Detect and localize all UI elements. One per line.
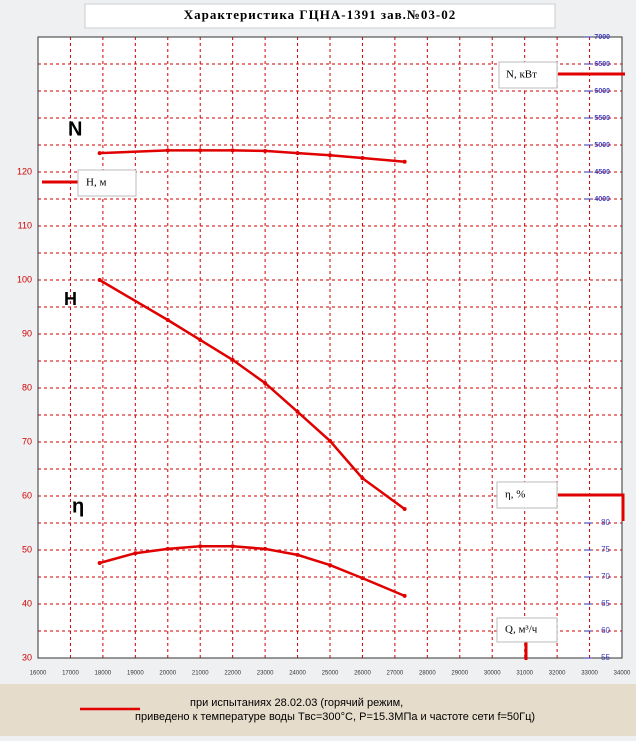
x-tick-label: 27000: [387, 671, 404, 677]
point: [263, 546, 268, 551]
point: [97, 560, 102, 565]
point: [402, 159, 407, 164]
curve-label: H: [64, 289, 77, 309]
point: [97, 151, 102, 156]
series-line: [99, 544, 406, 598]
y2-tick-label: 7000: [594, 34, 610, 41]
x-tick-label: 30000: [484, 671, 501, 677]
y2-tick-label: 4500: [594, 169, 610, 176]
y-tick-label: 30: [22, 652, 32, 662]
x-tick-label: 22000: [224, 671, 241, 677]
legend-text: приведено к температуре воды Tвс=300°С, …: [135, 711, 535, 723]
x-tick-label: 33000: [581, 671, 598, 677]
y-tick-label: 50: [22, 544, 32, 554]
y3-axis-label: η, %: [505, 489, 525, 501]
y3-tick-label: 55: [601, 653, 610, 662]
x-tick-label: 23000: [257, 671, 274, 677]
x-tick-label: 16000: [30, 671, 47, 677]
x-tick-label: 21000: [192, 671, 209, 677]
y-tick-label: 90: [22, 328, 32, 338]
x-axis-label: Q, м³/ч: [505, 624, 538, 636]
curve-label: N: [68, 118, 82, 140]
x-tick-label: 19000: [127, 671, 144, 677]
y2-tick-label: 6500: [594, 61, 610, 68]
point: [230, 148, 235, 153]
x-tick-label: 31000: [516, 671, 533, 677]
point: [230, 544, 235, 549]
point: [360, 155, 365, 160]
x-tick-label: 17000: [62, 671, 79, 677]
point: [295, 409, 300, 414]
legend-text: при испытаниях 28.02.03 (горячий режим,: [190, 697, 403, 709]
y-tick-label: 100: [17, 274, 32, 284]
x-tick-label: 20000: [159, 671, 176, 677]
curve-label: η: [72, 495, 84, 517]
y-tick-label: 110: [18, 220, 32, 230]
y-tick-label: 120: [17, 166, 32, 176]
y3-tick-label: 75: [601, 545, 610, 554]
point: [198, 337, 203, 342]
point: [328, 438, 332, 443]
x-tick-label: 24000: [289, 671, 306, 677]
chart-title: Характеристика ГЦНА-1391 зав.№03-02: [184, 7, 457, 22]
y-tick-label: 40: [22, 598, 32, 608]
y3-tick-label: 65: [601, 599, 610, 608]
y-tick-label: 70: [22, 436, 32, 446]
y2-tick-label: 6000: [594, 88, 610, 95]
y3-tick-label: 70: [601, 572, 610, 581]
x-tick-label: 26000: [354, 671, 371, 677]
point: [165, 546, 170, 551]
y3-tick-label: 60: [601, 626, 610, 635]
y-axis-label: H, м: [86, 177, 106, 189]
y2-axis-label: N, кВт: [506, 69, 537, 81]
axis-label-box: [496, 617, 558, 643]
y3-tick-label: 80: [601, 518, 610, 527]
point: [263, 148, 268, 153]
x-tick-label: 29000: [451, 671, 468, 677]
point: [198, 544, 203, 549]
x-tick-label: 28000: [419, 671, 436, 677]
point: [97, 278, 102, 282]
x-tick-label: 34000: [614, 671, 631, 677]
point: [328, 563, 332, 568]
x-tick-label: 18000: [95, 671, 112, 677]
axis-label-box: [496, 481, 558, 509]
point: [165, 317, 170, 322]
plot-frame: [37, 36, 623, 659]
point: [402, 506, 407, 511]
y2-tick-label: 5000: [594, 142, 610, 149]
y2-tick-label: 5500: [594, 115, 610, 122]
point: [198, 148, 203, 153]
point: [295, 151, 300, 156]
decor-bar: [558, 493, 625, 521]
y-tick-label: 80: [22, 382, 32, 392]
axis-label-box: [77, 169, 137, 197]
point: [133, 551, 138, 556]
title-box: [84, 3, 556, 29]
point: [360, 576, 365, 581]
point: [402, 593, 407, 598]
y2-tick-label: 4000: [594, 196, 610, 203]
y-tick-label: 60: [22, 490, 32, 500]
point: [295, 552, 300, 557]
point: [328, 153, 332, 158]
point: [360, 476, 365, 481]
x-tick-label: 25000: [322, 671, 339, 677]
axis-label-box: [498, 61, 558, 89]
point: [165, 148, 170, 153]
point: [230, 357, 235, 362]
point: [263, 381, 268, 386]
x-tick-label: 32000: [549, 671, 566, 677]
